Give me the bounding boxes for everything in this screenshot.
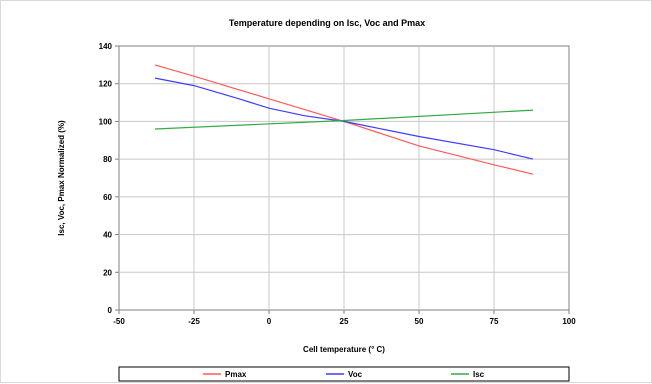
x-tick-label: -25	[188, 317, 200, 326]
y-tick-label: 60	[103, 193, 112, 202]
x-tick-label: 100	[562, 317, 576, 326]
y-tick-label: 40	[103, 231, 112, 240]
x-tick-label: 75	[490, 317, 499, 326]
x-tick-label: 0	[267, 317, 272, 326]
x-axis-label: Cell temperature (° C)	[303, 345, 385, 354]
series-line-voc	[154, 77, 534, 160]
chart-title: Temperature depending on Isc, Voc and Pm…	[229, 18, 425, 28]
x-tick-label: 50	[415, 317, 424, 326]
series-line-isc	[154, 109, 534, 130]
x-tick-label: 25	[340, 317, 349, 326]
y-tick-label: 100	[99, 117, 113, 126]
legend: Pmax Voc Isc	[118, 366, 570, 382]
series-lines	[154, 64, 534, 175]
y-axis-label: Isc, Voc, Pmax Normalized (%)	[57, 120, 66, 236]
legend-label-voc: Voc	[348, 370, 363, 379]
y-tick-label: 120	[99, 80, 113, 89]
y-tick-label: 80	[103, 155, 112, 164]
y-tick-label: 20	[103, 268, 112, 277]
legend-label-isc: Isc	[473, 370, 485, 379]
legend-label-pmax: Pmax	[225, 370, 247, 379]
grid-lines	[119, 46, 569, 310]
y-tick-label: 0	[108, 306, 113, 315]
y-tick-label: 140	[99, 42, 113, 51]
x-tick-label: -50	[113, 317, 125, 326]
axis-ticks: 0 20 40 60 80 100 120 140 -50 -25 0 25 50 75 100	[99, 42, 577, 326]
